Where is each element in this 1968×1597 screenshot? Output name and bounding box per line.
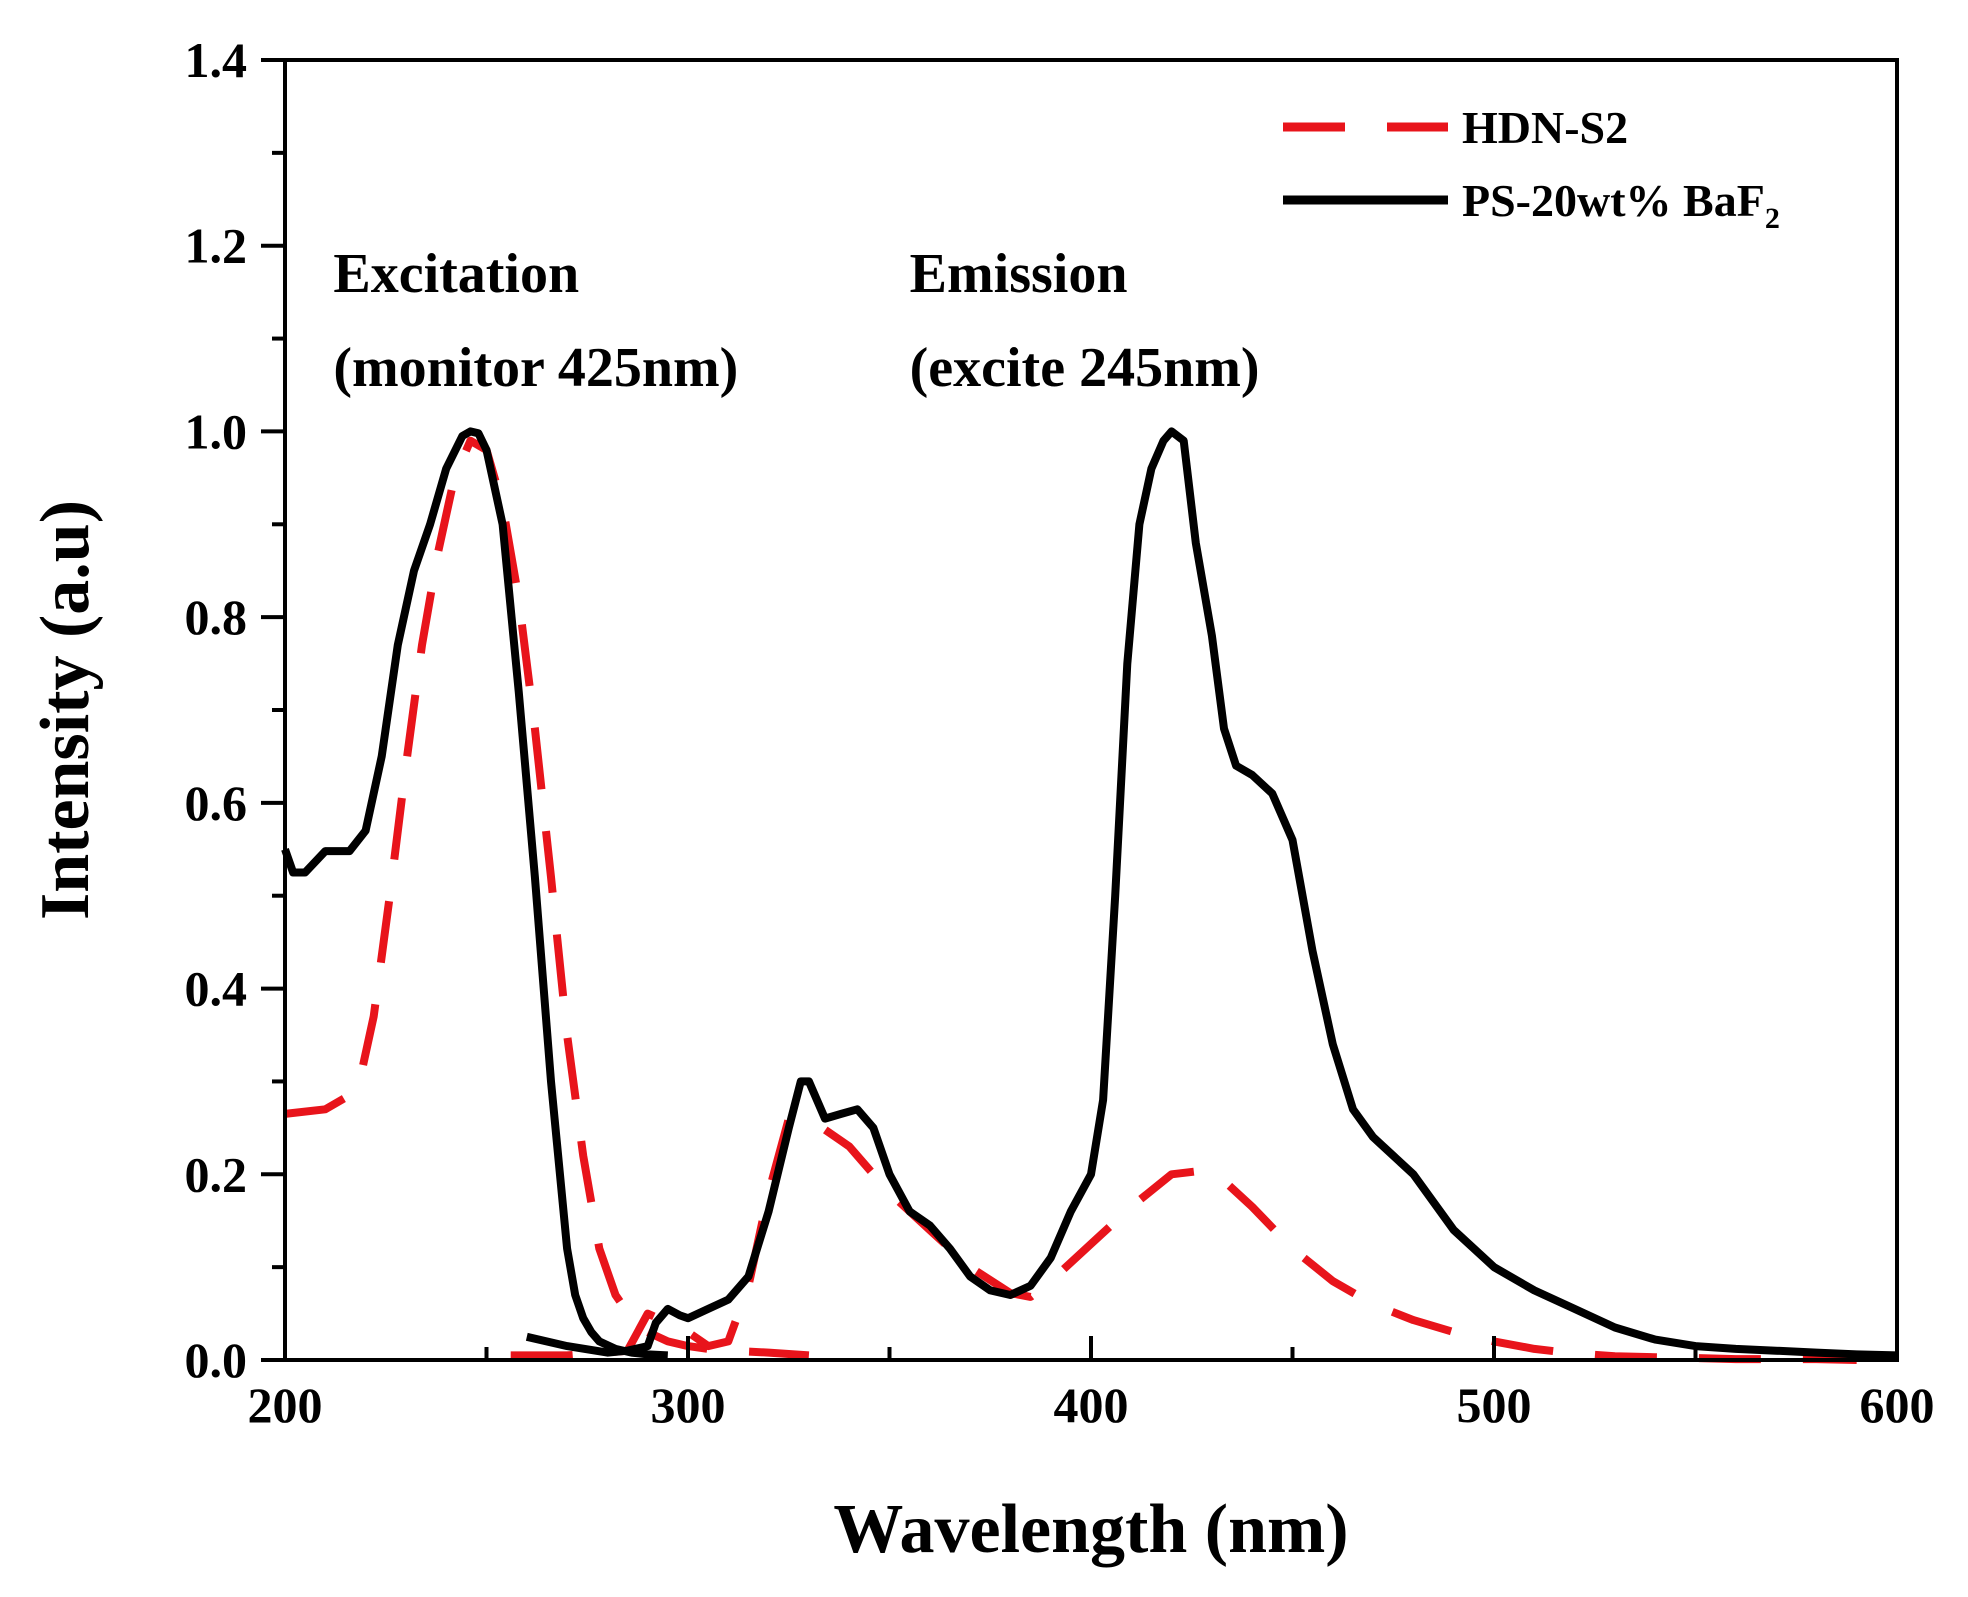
- series-line-ps-20wt-baf2-excitation: [281, 427, 668, 1360]
- x-axis-title: Wavelength (nm): [833, 1491, 1348, 1568]
- y-tick-label: 0.8: [185, 589, 248, 645]
- y-axis-title: Intensity (a.u): [27, 500, 104, 920]
- y-tick-label: 0.6: [185, 775, 248, 831]
- annotation-excitation-line-2: (monitor 425nm): [333, 337, 738, 399]
- legend-label-hdn-s2: HDN-S2: [1462, 102, 1628, 153]
- annotation-layer: Excitation (monitor 425nm) Emission (excite…: [333, 243, 1259, 399]
- legend-label-ps-baf2-main: PS-20wt% BaF: [1462, 175, 1765, 226]
- y-tick-label: 1.2: [185, 218, 248, 274]
- x-tick-label: 300: [651, 1377, 726, 1433]
- x-tick-label: 400: [1054, 1377, 1129, 1433]
- legend-label-ps-baf2-subscript: 2: [1765, 202, 1780, 235]
- series-line-hdn-s2-emission: [510, 1114, 1857, 1364]
- x-tick-label: 600: [1860, 1377, 1935, 1433]
- series-line-hdn-s2-excitation: [284, 436, 810, 1360]
- y-tick-label: 0.4: [185, 961, 248, 1017]
- y-tick-label: 0.0: [185, 1332, 248, 1388]
- tick-layer: [261, 58, 1899, 1362]
- annotation-emission-line-2: (excite 245nm): [910, 337, 1260, 399]
- x-tick-label: 200: [248, 1377, 323, 1433]
- annotation-excitation-line-1: Excitation: [333, 243, 579, 305]
- legend-label-ps-baf2: PS-20wt% BaF2: [1462, 175, 1780, 235]
- tick-label-layer: 200 300 400 500 600 0.0 0.2 0.4 0.6 0.8 1.0 1.2 1.4: [185, 32, 1935, 1433]
- y-tick-label: 1.4: [185, 32, 248, 88]
- x-tick-label: 500: [1457, 1377, 1532, 1433]
- annotation-emission-line-1: Emission: [910, 243, 1128, 305]
- y-tick-label: 1.0: [185, 403, 248, 459]
- y-tick-label: 0.2: [185, 1146, 248, 1202]
- series-line-ps-20wt-baf2-emission: [525, 427, 1898, 1360]
- series-layer: [281, 427, 1898, 1364]
- legend: HDN-S2 PS-20wt% BaF2: [1283, 102, 1780, 235]
